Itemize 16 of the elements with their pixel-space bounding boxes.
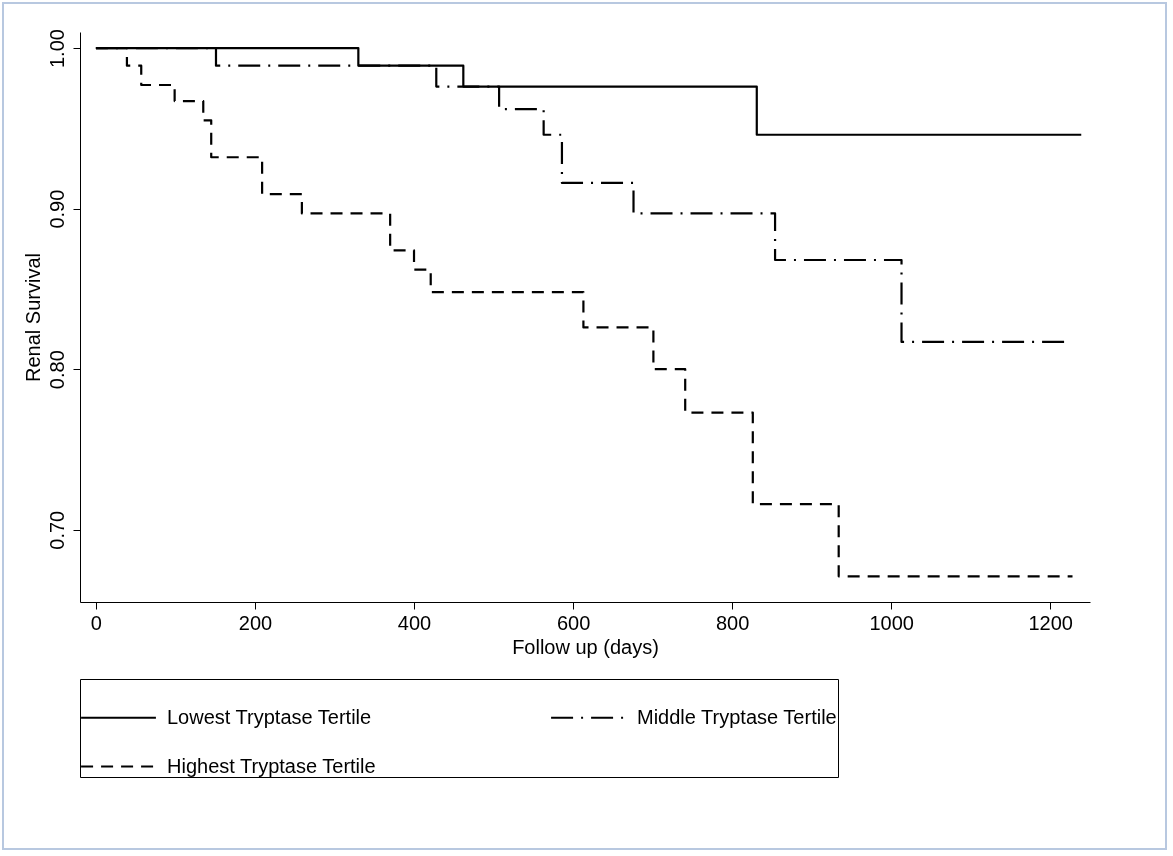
legend-label: Middle Tryptase Tertile <box>637 705 837 728</box>
x-tick-label: 0 <box>90 611 102 634</box>
x-tick-label: 1200 <box>1028 611 1073 634</box>
x-axis-title: Follow up (days) <box>512 635 659 658</box>
y-tick-label: 0.90 <box>45 189 68 229</box>
legend-label: Lowest Tryptase Tertile <box>167 705 372 728</box>
y-tick-label: 0.70 <box>45 510 68 550</box>
x-tick-label: 600 <box>556 611 591 634</box>
x-tick-label: 200 <box>238 611 273 634</box>
legend-label: Highest Tryptase Tertile <box>167 754 376 777</box>
y-tick-label: 1.00 <box>45 29 68 69</box>
y-axis-title: Renal Survival <box>21 253 44 382</box>
x-tick-label: 1000 <box>869 611 914 634</box>
y-tick-label: 0.80 <box>45 350 68 390</box>
x-tick-label: 800 <box>715 611 750 634</box>
x-tick-label: 400 <box>397 611 432 634</box>
